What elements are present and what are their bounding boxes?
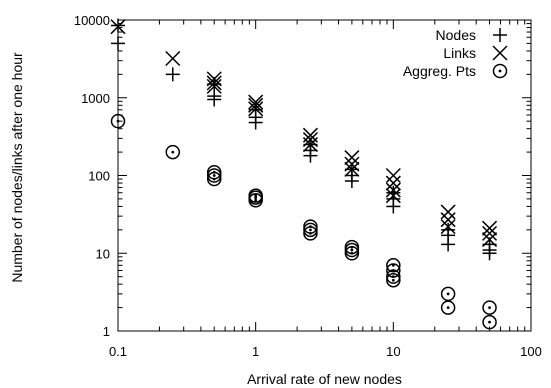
legend-label-nodes: Nodes — [436, 27, 476, 43]
link-point — [385, 182, 401, 198]
link-point — [482, 225, 498, 241]
link-point — [206, 71, 222, 87]
x-axis-label: Arrival rate of new nodes — [247, 371, 402, 387]
link-point — [482, 220, 498, 236]
aggreg-point — [206, 168, 222, 183]
aggreg-point — [303, 222, 318, 238]
node-point — [207, 89, 222, 104]
link-point — [344, 161, 360, 177]
x-tick-label: 100 — [520, 344, 542, 359]
link-point — [344, 150, 360, 166]
axis-ticks — [117, 20, 531, 332]
aggreg-point — [248, 188, 263, 203]
y-tick-label: 1000 — [81, 91, 110, 106]
link-point — [248, 94, 264, 110]
legend-marker-circle — [492, 63, 508, 79]
aggreg-point — [482, 300, 497, 315]
aggreg-point — [303, 219, 318, 234]
aggreg-point — [440, 286, 456, 302]
node-point — [386, 185, 401, 200]
link-point — [385, 175, 401, 191]
link-point — [165, 50, 181, 67]
legend: Nodes Links Aggreg. Pts — [403, 27, 508, 79]
aggreg-point — [482, 314, 497, 330]
tick-labels: 0.1 1 10 100 1 10 100 1000 10000 — [74, 13, 542, 359]
aggreg-point — [206, 165, 222, 180]
node-point — [165, 67, 180, 82]
aggreg-point — [440, 300, 456, 315]
x-tick-label: 10 — [386, 344, 400, 359]
node-point — [441, 222, 456, 237]
aggreg-point — [386, 272, 401, 288]
aggreg-point — [386, 258, 401, 273]
y-axis-label: Number of nodes/links after one hour — [9, 52, 25, 283]
plot-frame — [117, 19, 532, 332]
y-tick-label: 1 — [103, 324, 110, 339]
link-point — [482, 232, 498, 248]
y-tick-label: 10 — [96, 246, 110, 261]
link-point — [385, 188, 401, 204]
legend-label-links: Links — [443, 45, 476, 61]
link-point — [302, 132, 318, 148]
link-point — [206, 78, 222, 94]
y-tick-label: 10000 — [74, 13, 110, 28]
legend-markers — [492, 28, 508, 79]
y-tick-label: 100 — [88, 169, 110, 184]
link-point — [248, 101, 264, 117]
link-point — [440, 204, 456, 220]
link-point — [385, 167, 401, 184]
legend-marker-plus — [493, 28, 507, 42]
aggreg-point — [165, 144, 181, 160]
link-point — [440, 219, 456, 235]
link-point — [440, 212, 456, 228]
x-tick-label: 0.1 — [109, 344, 127, 359]
link-point — [206, 75, 222, 91]
legend-marker-cross — [492, 45, 508, 61]
legend-label-aggreg-pts: Aggreg. Pts — [403, 63, 476, 79]
x-tick-label: 1 — [252, 344, 259, 359]
link-point — [302, 127, 318, 143]
link-point — [344, 156, 360, 172]
link-point — [248, 97, 264, 113]
aggreg-point — [344, 239, 360, 255]
